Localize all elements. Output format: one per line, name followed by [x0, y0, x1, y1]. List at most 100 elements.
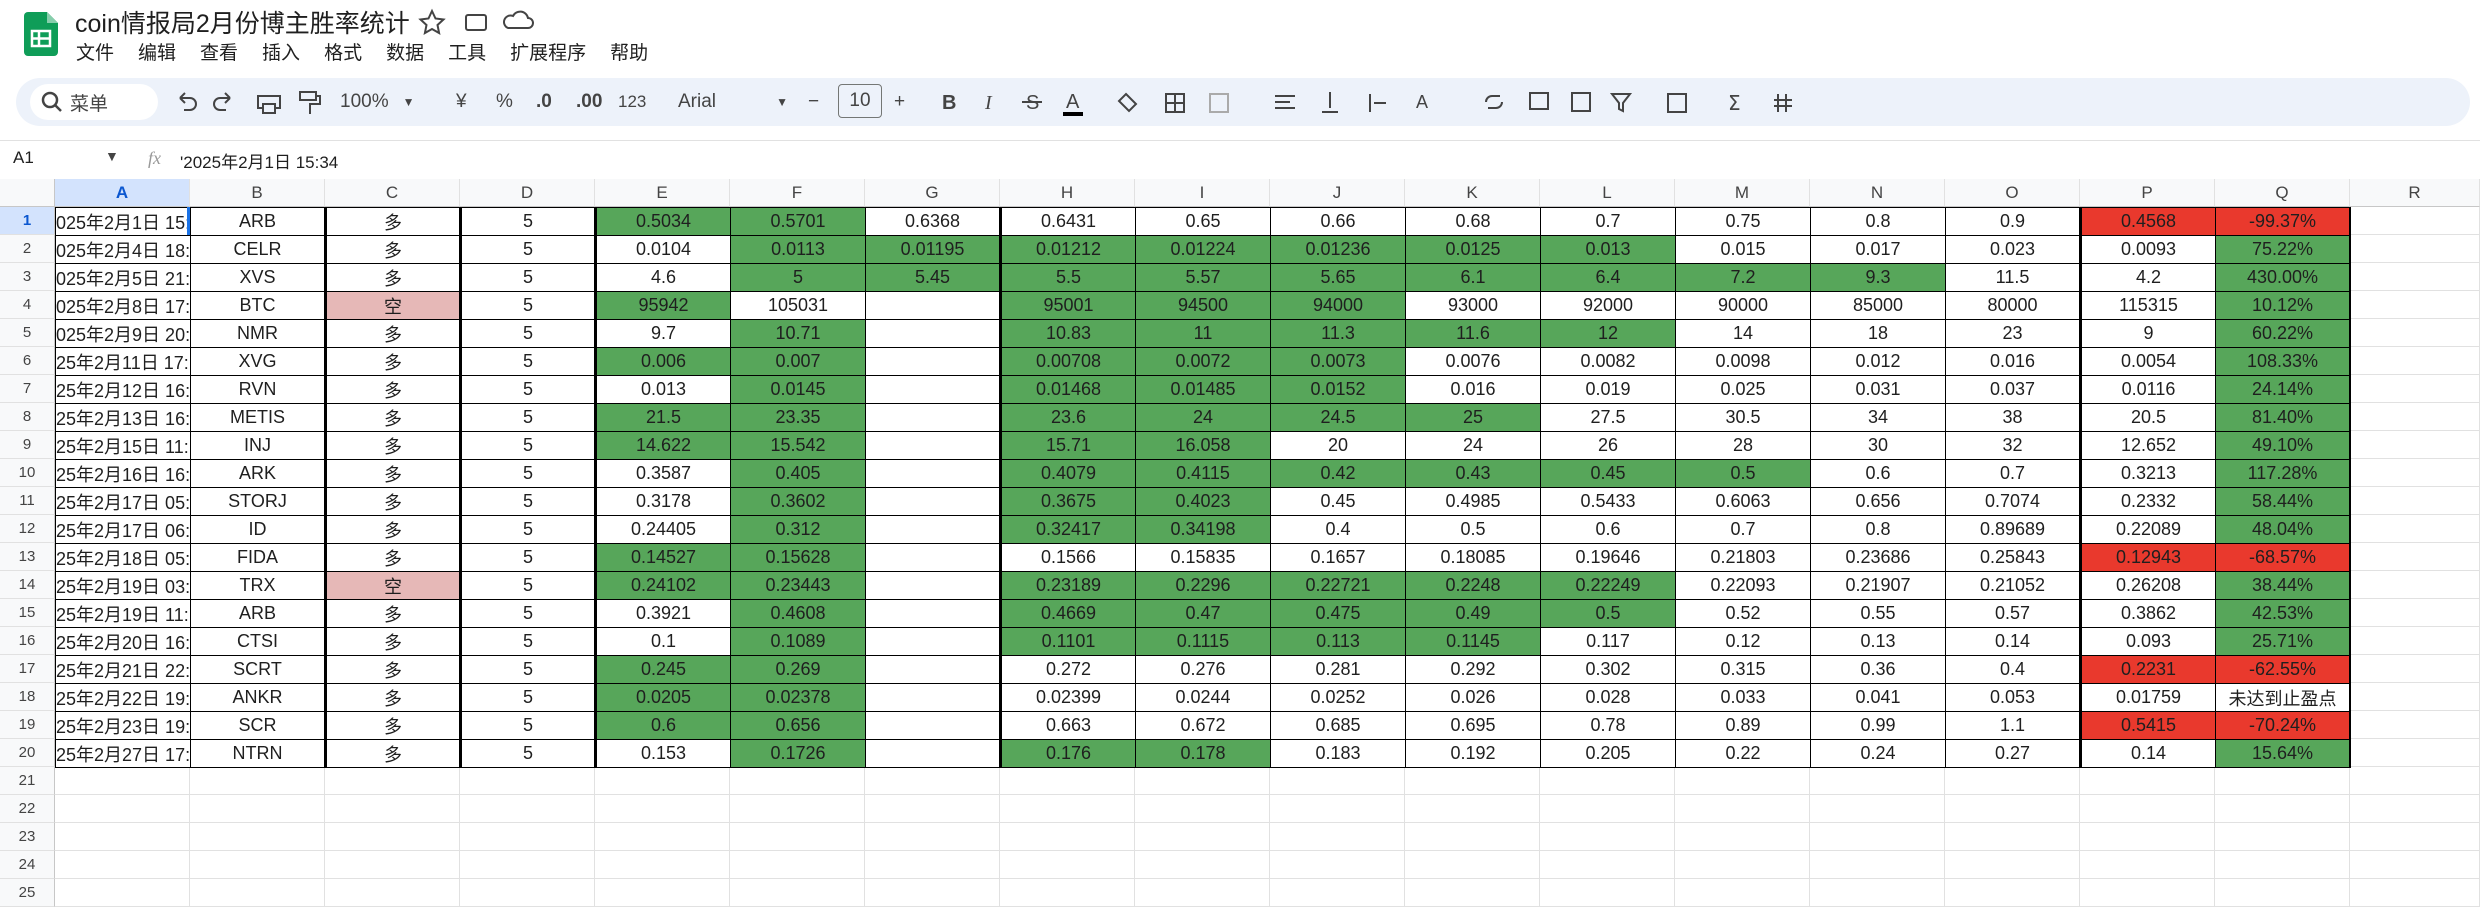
- data-cell[interactable]: 90000: [1675, 291, 1811, 320]
- data-cell[interactable]: 30.5: [1675, 403, 1811, 432]
- menu-item[interactable]: 文件: [76, 43, 115, 64]
- data-cell[interactable]: 0.23686: [1810, 543, 1946, 572]
- column-header[interactable]: A: [55, 179, 190, 207]
- data-cell[interactable]: 0.4568: [2080, 207, 2216, 236]
- data-cell[interactable]: 0.42: [1270, 459, 1406, 488]
- zoom[interactable]: 100% ▼: [340, 91, 415, 112]
- data-cell[interactable]: 0.4608: [730, 599, 866, 628]
- data-cell[interactable]: 0.2248: [1405, 571, 1541, 600]
- data-cell[interactable]: 0.033: [1675, 683, 1811, 712]
- data-cell[interactable]: 11.5: [1945, 263, 2081, 292]
- data-cell[interactable]: 5.57: [1135, 263, 1271, 292]
- data-cell[interactable]: 38.44%: [2215, 571, 2351, 600]
- data-cell[interactable]: -70.24%: [2215, 711, 2351, 740]
- menu-item[interactable]: 数据: [386, 43, 425, 64]
- row-header[interactable]: 1: [0, 207, 55, 235]
- data-cell[interactable]: 0.013: [1540, 235, 1676, 264]
- data-cell[interactable]: 0.016: [1405, 375, 1541, 404]
- data-cell[interactable]: [865, 347, 1001, 376]
- number-format[interactable]: 123: [618, 92, 647, 111]
- data-cell[interactable]: 0.57: [1945, 599, 2081, 628]
- data-cell[interactable]: 多: [325, 655, 461, 684]
- data-cell[interactable]: 0.01195: [865, 235, 1001, 264]
- name-box-arrow[interactable]: ▼: [105, 148, 119, 164]
- data-cell[interactable]: 0.02378: [730, 683, 866, 712]
- data-cell[interactable]: 25年2月13日 16:: [55, 403, 191, 432]
- data-cell[interactable]: 0.00708: [1000, 347, 1136, 376]
- column-header[interactable]: O: [1945, 179, 2080, 207]
- formula-content[interactable]: '2025年2月1日 15:34: [180, 153, 339, 172]
- data-cell[interactable]: 多: [325, 319, 461, 348]
- data-cell[interactable]: [865, 711, 1001, 740]
- column-header[interactable]: K: [1405, 179, 1540, 207]
- data-cell[interactable]: [865, 515, 1001, 544]
- data-cell[interactable]: 0.6063: [1675, 487, 1811, 516]
- data-cell[interactable]: 0.405: [730, 459, 866, 488]
- column-header[interactable]: R: [2350, 179, 2480, 207]
- data-cell[interactable]: 0.22721: [1270, 571, 1406, 600]
- data-cell[interactable]: 5: [460, 403, 596, 432]
- row-header[interactable]: 12: [0, 515, 55, 543]
- data-cell[interactable]: 9.3: [1810, 263, 1946, 292]
- data-cell[interactable]: 16.058: [1135, 431, 1271, 460]
- row-header[interactable]: 9: [0, 431, 55, 459]
- data-cell[interactable]: 0.0205: [595, 683, 731, 712]
- data-cell[interactable]: 0.017: [1810, 235, 1946, 264]
- row-header[interactable]: 19: [0, 711, 55, 739]
- data-cell[interactable]: 0.4: [1270, 515, 1406, 544]
- data-cell[interactable]: 25年2月22日 19:: [55, 683, 191, 712]
- data-cell[interactable]: 0.685: [1270, 711, 1406, 740]
- data-cell[interactable]: 5: [460, 347, 596, 376]
- data-cell[interactable]: 0.8: [1810, 207, 1946, 236]
- data-cell[interactable]: 6.4: [1540, 263, 1676, 292]
- data-cell[interactable]: 0.52: [1675, 599, 1811, 628]
- data-cell[interactable]: 0.1145: [1405, 627, 1541, 656]
- data-cell[interactable]: 0.22089: [2080, 515, 2216, 544]
- column-header[interactable]: J: [1270, 179, 1405, 207]
- data-cell[interactable]: 多: [325, 207, 461, 236]
- data-cell[interactable]: 0.27: [1945, 739, 2081, 768]
- data-cell[interactable]: 多: [325, 599, 461, 628]
- data-cell[interactable]: 60.22%: [2215, 319, 2351, 348]
- data-cell[interactable]: 0.4: [1945, 655, 2081, 684]
- data-cell[interactable]: 多: [325, 543, 461, 572]
- data-cell[interactable]: 0.6: [595, 711, 731, 740]
- data-cell[interactable]: 0.4079: [1000, 459, 1136, 488]
- data-cell[interactable]: 0.02399: [1000, 683, 1136, 712]
- percent[interactable]: %: [496, 91, 513, 112]
- data-cell[interactable]: 0.315: [1675, 655, 1811, 684]
- data-cell[interactable]: 0.3921: [595, 599, 731, 628]
- data-cell[interactable]: 15.71: [1000, 431, 1136, 460]
- data-cell[interactable]: 5.65: [1270, 263, 1406, 292]
- data-cell[interactable]: 5: [460, 291, 596, 320]
- column-header[interactable]: H: [1000, 179, 1135, 207]
- data-cell[interactable]: 0.01224: [1135, 235, 1271, 264]
- data-cell[interactable]: 26: [1540, 431, 1676, 460]
- data-cell[interactable]: 0.36: [1810, 655, 1946, 684]
- data-cell[interactable]: 0.21803: [1675, 543, 1811, 572]
- data-cell[interactable]: 34: [1810, 403, 1946, 432]
- data-cell[interactable]: 95942: [595, 291, 731, 320]
- data-cell[interactable]: 0.178: [1135, 739, 1271, 768]
- data-cell[interactable]: 0.153: [595, 739, 731, 768]
- data-cell[interactable]: 15.542: [730, 431, 866, 460]
- data-cell[interactable]: 5: [460, 655, 596, 684]
- data-cell[interactable]: 23.6: [1000, 403, 1136, 432]
- data-cell[interactable]: 0.0113: [730, 235, 866, 264]
- menu-search[interactable]: 菜单: [30, 84, 158, 120]
- data-cell[interactable]: 多: [325, 515, 461, 544]
- data-cell[interactable]: 0.031: [1810, 375, 1946, 404]
- data-cell[interactable]: 0.205: [1540, 739, 1676, 768]
- data-cell[interactable]: 0.25843: [1945, 543, 2081, 572]
- data-cell[interactable]: 0.89: [1675, 711, 1811, 740]
- data-cell[interactable]: 10.12%: [2215, 291, 2351, 320]
- data-cell[interactable]: 0.4669: [1000, 599, 1136, 628]
- data-cell[interactable]: 0.023: [1945, 235, 2081, 264]
- data-cell[interactable]: SCRT: [190, 655, 326, 684]
- data-cell[interactable]: 0.22: [1675, 739, 1811, 768]
- column-header[interactable]: D: [460, 179, 595, 207]
- data-cell[interactable]: 0.695: [1405, 711, 1541, 740]
- data-cell[interactable]: 0.12: [1675, 627, 1811, 656]
- column-header[interactable]: N: [1810, 179, 1945, 207]
- data-cell[interactable]: 32: [1945, 431, 2081, 460]
